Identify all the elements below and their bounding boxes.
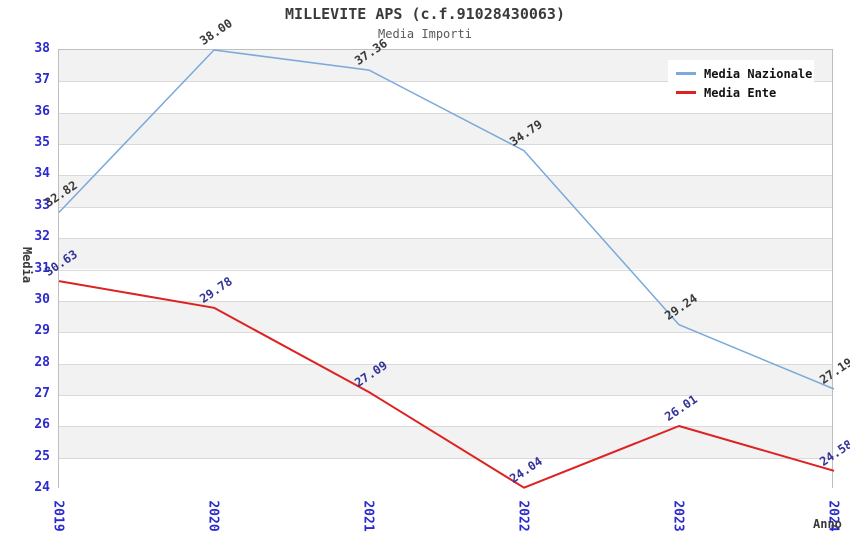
horizontal-gridline [59,332,832,334]
horizontal-gridline [59,238,832,240]
legend-item: Media Ente [676,83,814,102]
y-tick-label: 31 [34,260,50,276]
y-axis-title: Media [20,246,34,284]
horizontal-gridline [59,175,832,177]
plot-band [59,175,832,207]
y-tick-label: 33 [34,197,50,213]
horizontal-gridline [59,206,832,208]
plot-band [59,363,832,395]
plot-band [59,300,832,333]
x-tick-label: 2020 [205,500,221,532]
horizontal-gridline [59,112,832,114]
y-tick-label: 25 [34,448,50,464]
chart-title: MILLEVITE APS (c.f.91028430063) [285,5,565,23]
horizontal-gridline [59,300,832,302]
x-axis-title: Anno [813,517,842,531]
plot-band [59,332,832,364]
x-tick-label: 2021 [360,500,376,532]
y-tick-label: 30 [34,291,50,307]
y-tick-label: 36 [34,103,50,119]
plot-band [59,426,832,458]
y-tick-label: 35 [34,135,50,151]
chart-subtitle: Media Importi [378,27,472,41]
series-line-media-ente [58,280,835,489]
horizontal-gridline [59,394,832,396]
x-tick-label: 2022 [515,500,531,532]
plot-band [59,238,832,270]
y-tick-label: 27 [34,385,50,401]
legend-line-swatch [676,91,696,94]
legend: Media Nazionale Media Ente [668,60,814,106]
y-tick-label: 26 [34,417,50,433]
legend-label: Media Nazionale [704,66,813,81]
y-tick-label: 28 [34,354,50,370]
line-series-svg [58,49,835,489]
y-tick-label: 34 [34,166,50,182]
x-tick-label: 2019 [50,500,66,532]
plot-band [59,457,832,489]
plot-area: 32.82 38.00 37.36 34.79 29.24 27.19 30.63 29.78… [42,16,850,489]
plot-band [59,269,832,301]
plot-band [59,206,832,239]
legend-item: Media Nazionale [676,64,814,83]
x-tick-label: 2023 [670,500,686,532]
y-tick-label: 32 [34,229,50,245]
horizontal-gridline [59,81,832,83]
y-tick-label: 37 [34,72,50,88]
plot-band [59,394,832,427]
plot-band [59,112,832,145]
horizontal-gridline [59,363,832,365]
y-tick-label: 38 [34,41,50,56]
legend-line-swatch [676,72,696,75]
y-tick-label: 29 [34,323,50,339]
horizontal-gridline [59,426,832,428]
series-line-media-nazionale [58,49,835,390]
plot-band [59,144,832,176]
horizontal-gridline [59,269,832,271]
horizontal-gridline [59,144,832,146]
y-tick-label: 24 [34,480,50,495]
legend-label: Media Ente [704,85,777,100]
horizontal-gridline [59,457,832,459]
